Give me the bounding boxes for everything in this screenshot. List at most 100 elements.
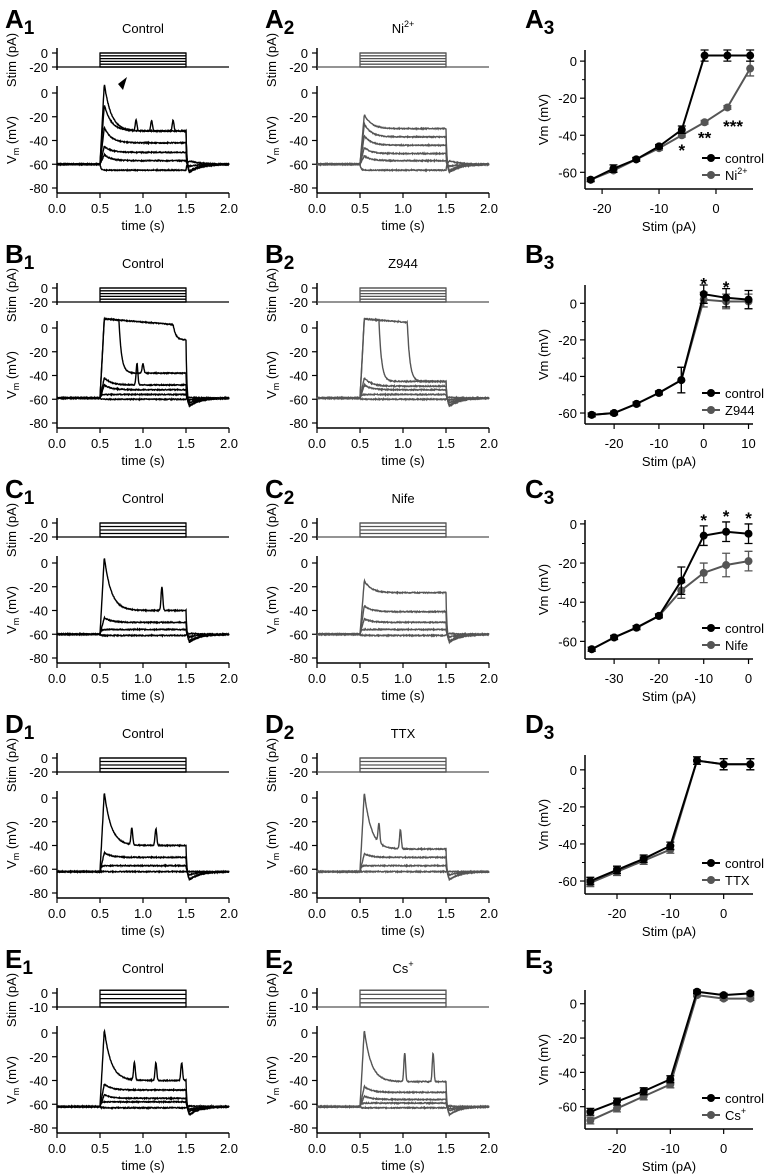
vm-label-sub: m [271,853,281,861]
stim-tick-label: -10 [29,1000,48,1015]
stim-tick-label: -20 [29,295,48,310]
vm-tick-label: -60 [289,392,308,407]
vm-label-v: V [4,860,19,869]
vm-label-v: V [4,155,19,164]
panel-letter: C [525,474,544,504]
title-text: Ni [392,21,404,36]
vm-tick-label: 0 [301,556,308,571]
data-point [613,1097,621,1106]
vm-label-unit: (mV) [4,116,19,148]
title-text: Control [122,726,164,741]
panel-label: B1 [5,239,35,274]
panel-subscript: 1 [24,488,35,509]
panel-label: D1 [5,709,35,744]
data-point [722,561,731,570]
panel-letter: B [525,239,544,269]
x-tick-label: -10 [661,1141,680,1156]
x-tick-label: 0 [745,671,752,686]
x-tick-label: -10 [650,201,669,216]
stim-tick-label: 0 [301,516,308,531]
vm-tick-label: -80 [29,1121,48,1136]
data-point [586,1116,595,1125]
panel-subscript: 3 [544,488,555,509]
vm-tick-label: -20 [29,815,48,830]
time-tick-label: 1.0 [134,201,152,216]
vm-tick-label: -20 [289,815,308,830]
panel-label: E3 [525,944,553,979]
stim-axis-label: Stim (pA) [264,268,279,322]
vm-label-v: V [264,390,279,399]
x-tick-label: -20 [593,201,612,216]
legend-label: Z944 [725,403,755,418]
panel-subscript: 1 [24,253,35,274]
x-tick-label: -10 [661,906,680,921]
stim-tick-label: 0 [41,516,48,531]
significance-marker: * [745,509,752,528]
stim-axis-label: Stim (pA) [4,268,19,322]
time-axis-label: time (s) [381,1158,424,1173]
vm-tick-label: -20 [289,345,308,360]
stim-tick-label: -20 [29,60,48,75]
data-point [723,51,732,60]
stim-axis-label: Stim (pA) [4,33,19,87]
vm-label-sub: m [271,383,281,391]
panel-letter: E [265,944,282,974]
legend-marker [707,406,715,414]
stim-axis-label: Stim (pA) [264,738,279,792]
legend-text: Z944 [725,403,755,418]
y-tick-label: -60 [558,406,577,421]
time-tick-label: 1.5 [177,201,195,216]
data-point [699,290,708,299]
vm-tick-label: -60 [289,1097,308,1112]
panel-subscript: 2 [284,488,295,509]
vm-axis-label: Vm (mV) [4,351,21,399]
legend-text: control [725,856,764,871]
panel-label: A2 [265,4,294,39]
data-point [613,1104,621,1113]
stim-tick-label: -20 [289,530,308,545]
x-axis-label: Stim (pA) [642,924,696,939]
x-tick-label: 0 [720,906,727,921]
data-point [719,760,728,769]
data-point [700,51,709,60]
panel-letter: D [525,709,544,739]
time-tick-label: 2.0 [220,1141,238,1156]
time-axis-label: time (s) [121,688,164,703]
y-tick-label: -60 [558,165,577,180]
vm-tick-label: -60 [29,392,48,407]
data-point [666,841,675,850]
y-tick-label: 0 [570,763,577,778]
significance-marker: ** [698,128,712,147]
stim-tick-label: -20 [29,765,48,780]
data-point [744,529,753,538]
stim-tick-label: 0 [301,281,308,296]
vm-tick-label: -80 [289,181,308,196]
legend-label: control [725,1091,764,1106]
time-tick-label: 0.0 [48,436,66,451]
y-tick-label: 0 [570,296,577,311]
time-tick-label: 1.0 [134,436,152,451]
legend-text: control [725,386,764,401]
stim-tick-label: -20 [289,295,308,310]
y-tick-label: -20 [558,556,577,571]
y-tick-label: 0 [570,517,577,532]
panel-letter: A [5,4,24,34]
significance-marker: * [700,511,707,530]
vm-tick-label: 0 [301,86,308,101]
time-tick-label: 1.0 [394,436,412,451]
time-tick-label: 1.5 [437,201,455,216]
y-tick-label: -20 [558,1031,577,1046]
data-point [719,991,728,1000]
time-tick-label: 1.0 [134,1141,152,1156]
vm-label-sub: m [11,1088,21,1096]
vm-label-unit: (mV) [264,1056,279,1088]
data-point [722,293,731,302]
time-axis-label: time (s) [381,688,424,703]
stim-box [99,52,187,68]
time-tick-label: 1.0 [134,906,152,921]
data-point [693,756,701,765]
time-tick-label: 1.0 [394,671,412,686]
vm-tick-label: 0 [41,321,48,336]
